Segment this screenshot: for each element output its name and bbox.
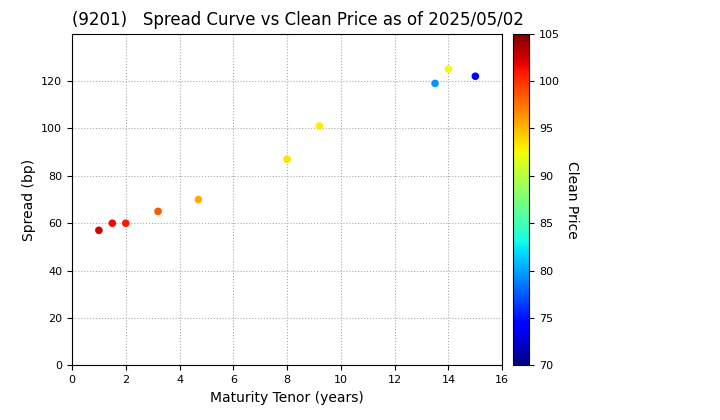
Point [282, 156, 293, 163]
Y-axis label: Clean Price: Clean Price [565, 160, 580, 239]
Point [429, 80, 441, 87]
Point [314, 123, 325, 129]
Point [193, 196, 204, 203]
Point [469, 73, 481, 80]
Point [443, 66, 454, 73]
Y-axis label: Spread (bp): Spread (bp) [22, 158, 35, 241]
Point [120, 220, 132, 226]
Point [107, 220, 118, 226]
X-axis label: Maturity Tenor (years): Maturity Tenor (years) [210, 391, 364, 405]
Point [93, 227, 104, 234]
Point [153, 208, 164, 215]
Text: (9201)   Spread Curve vs Clean Price as of 2025/05/02: (9201) Spread Curve vs Clean Price as of… [72, 11, 524, 29]
